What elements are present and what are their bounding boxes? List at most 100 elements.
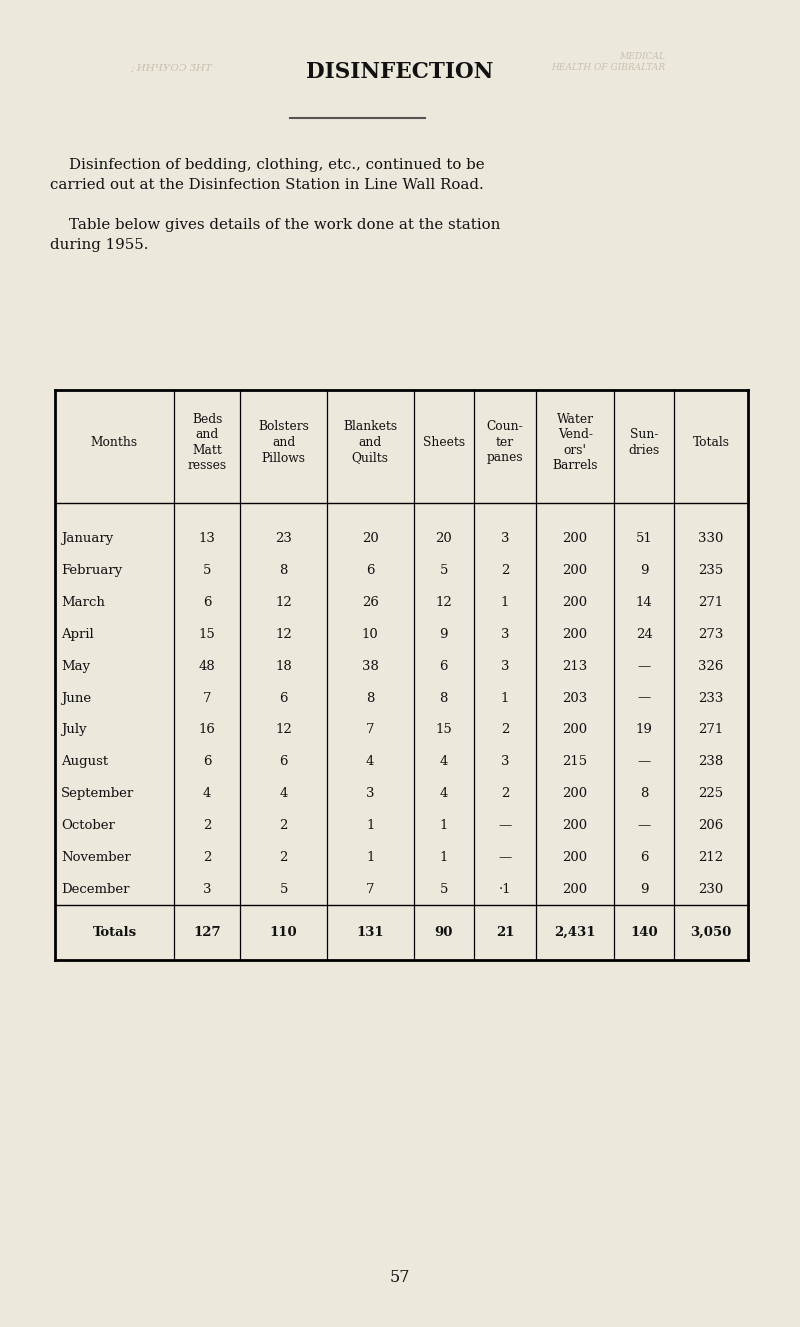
Text: 200: 200 bbox=[562, 532, 588, 545]
Text: 238: 238 bbox=[698, 755, 724, 768]
Text: 5: 5 bbox=[279, 882, 288, 896]
Text: 2: 2 bbox=[501, 564, 510, 577]
Text: November: November bbox=[61, 851, 130, 864]
Text: 3: 3 bbox=[501, 660, 510, 673]
Text: 8: 8 bbox=[439, 691, 448, 705]
Text: 7: 7 bbox=[366, 882, 374, 896]
Text: 200: 200 bbox=[562, 819, 588, 832]
Text: 273: 273 bbox=[698, 628, 724, 641]
Text: ; ИНЧУОƆ ӠНТ: ; ИНЧУОƆ ӠНТ bbox=[130, 64, 212, 73]
Text: 212: 212 bbox=[698, 851, 724, 864]
Text: ·1: ·1 bbox=[498, 882, 511, 896]
Text: 5: 5 bbox=[439, 882, 448, 896]
Text: 6: 6 bbox=[366, 564, 374, 577]
Text: Months: Months bbox=[91, 437, 138, 449]
Text: 23: 23 bbox=[275, 532, 292, 545]
Text: January: January bbox=[61, 532, 114, 545]
Text: 235: 235 bbox=[698, 564, 724, 577]
Text: 140: 140 bbox=[630, 926, 658, 940]
Text: 2,431: 2,431 bbox=[554, 926, 596, 940]
Text: 9: 9 bbox=[439, 628, 448, 641]
Text: Blankets
and
Quilts: Blankets and Quilts bbox=[343, 421, 398, 464]
Text: 8: 8 bbox=[640, 787, 648, 800]
Text: 14: 14 bbox=[636, 596, 653, 609]
Text: July: July bbox=[61, 723, 86, 736]
Text: 2: 2 bbox=[279, 851, 288, 864]
Text: Sun-
dries: Sun- dries bbox=[629, 429, 660, 456]
Text: Table below gives details of the work done at the station
during 1955.: Table below gives details of the work do… bbox=[50, 218, 500, 252]
Text: 20: 20 bbox=[362, 532, 378, 545]
Text: 6: 6 bbox=[279, 691, 288, 705]
Text: 9: 9 bbox=[640, 882, 648, 896]
Text: 7: 7 bbox=[203, 691, 211, 705]
Text: 1: 1 bbox=[439, 851, 448, 864]
Text: 6: 6 bbox=[203, 596, 211, 609]
Text: 57: 57 bbox=[390, 1270, 410, 1286]
Text: DISINFECTION: DISINFECTION bbox=[306, 61, 494, 84]
Text: 271: 271 bbox=[698, 596, 724, 609]
Text: 3: 3 bbox=[501, 628, 510, 641]
Text: 18: 18 bbox=[275, 660, 292, 673]
Text: April: April bbox=[61, 628, 94, 641]
Text: June: June bbox=[61, 691, 91, 705]
Text: —: — bbox=[638, 755, 650, 768]
Text: 3,050: 3,050 bbox=[690, 926, 732, 940]
Text: MEDICAL
HEALTH OF GIBRALTAR: MEDICAL HEALTH OF GIBRALTAR bbox=[551, 52, 665, 73]
Text: 5: 5 bbox=[203, 564, 211, 577]
Text: 13: 13 bbox=[198, 532, 215, 545]
Text: 4: 4 bbox=[203, 787, 211, 800]
Text: 200: 200 bbox=[562, 723, 588, 736]
Text: 7: 7 bbox=[366, 723, 374, 736]
Text: 200: 200 bbox=[562, 882, 588, 896]
Text: 213: 213 bbox=[562, 660, 588, 673]
Text: 8: 8 bbox=[279, 564, 288, 577]
Text: 203: 203 bbox=[562, 691, 588, 705]
Text: —: — bbox=[498, 851, 512, 864]
Text: 3: 3 bbox=[501, 532, 510, 545]
Text: 15: 15 bbox=[198, 628, 215, 641]
Text: 2: 2 bbox=[279, 819, 288, 832]
Text: 2: 2 bbox=[501, 787, 510, 800]
Text: October: October bbox=[61, 819, 115, 832]
Text: 200: 200 bbox=[562, 628, 588, 641]
Text: 200: 200 bbox=[562, 851, 588, 864]
Text: December: December bbox=[61, 882, 130, 896]
Text: Totals: Totals bbox=[693, 437, 730, 449]
Text: 1: 1 bbox=[501, 691, 510, 705]
Text: 38: 38 bbox=[362, 660, 378, 673]
Text: Coun-
ter
panes: Coun- ter panes bbox=[486, 421, 523, 464]
Text: 206: 206 bbox=[698, 819, 724, 832]
Text: —: — bbox=[638, 819, 650, 832]
Text: 12: 12 bbox=[275, 596, 292, 609]
Text: 2: 2 bbox=[501, 723, 510, 736]
Text: 12: 12 bbox=[435, 596, 452, 609]
Text: May: May bbox=[61, 660, 90, 673]
Text: Water
Vend-
ors'
Barrels: Water Vend- ors' Barrels bbox=[552, 413, 598, 472]
Text: —: — bbox=[638, 660, 650, 673]
Text: 4: 4 bbox=[366, 755, 374, 768]
Text: Beds
and
Matt
resses: Beds and Matt resses bbox=[187, 413, 226, 472]
Text: 1: 1 bbox=[366, 819, 374, 832]
Text: 230: 230 bbox=[698, 882, 724, 896]
Text: 3: 3 bbox=[203, 882, 211, 896]
Text: 127: 127 bbox=[194, 926, 221, 940]
Text: Bolsters
and
Pillows: Bolsters and Pillows bbox=[258, 421, 309, 464]
Text: 5: 5 bbox=[439, 564, 448, 577]
Text: 48: 48 bbox=[198, 660, 215, 673]
Text: 15: 15 bbox=[435, 723, 452, 736]
Text: —: — bbox=[498, 819, 512, 832]
Text: 131: 131 bbox=[357, 926, 384, 940]
Text: February: February bbox=[61, 564, 122, 577]
Text: 233: 233 bbox=[698, 691, 724, 705]
Text: 3: 3 bbox=[366, 787, 374, 800]
Text: 110: 110 bbox=[270, 926, 298, 940]
Text: 6: 6 bbox=[640, 851, 648, 864]
Text: 24: 24 bbox=[636, 628, 653, 641]
Text: 8: 8 bbox=[366, 691, 374, 705]
Text: 19: 19 bbox=[636, 723, 653, 736]
Text: March: March bbox=[61, 596, 105, 609]
Text: 326: 326 bbox=[698, 660, 724, 673]
Text: 200: 200 bbox=[562, 787, 588, 800]
Text: 6: 6 bbox=[279, 755, 288, 768]
Text: 200: 200 bbox=[562, 564, 588, 577]
